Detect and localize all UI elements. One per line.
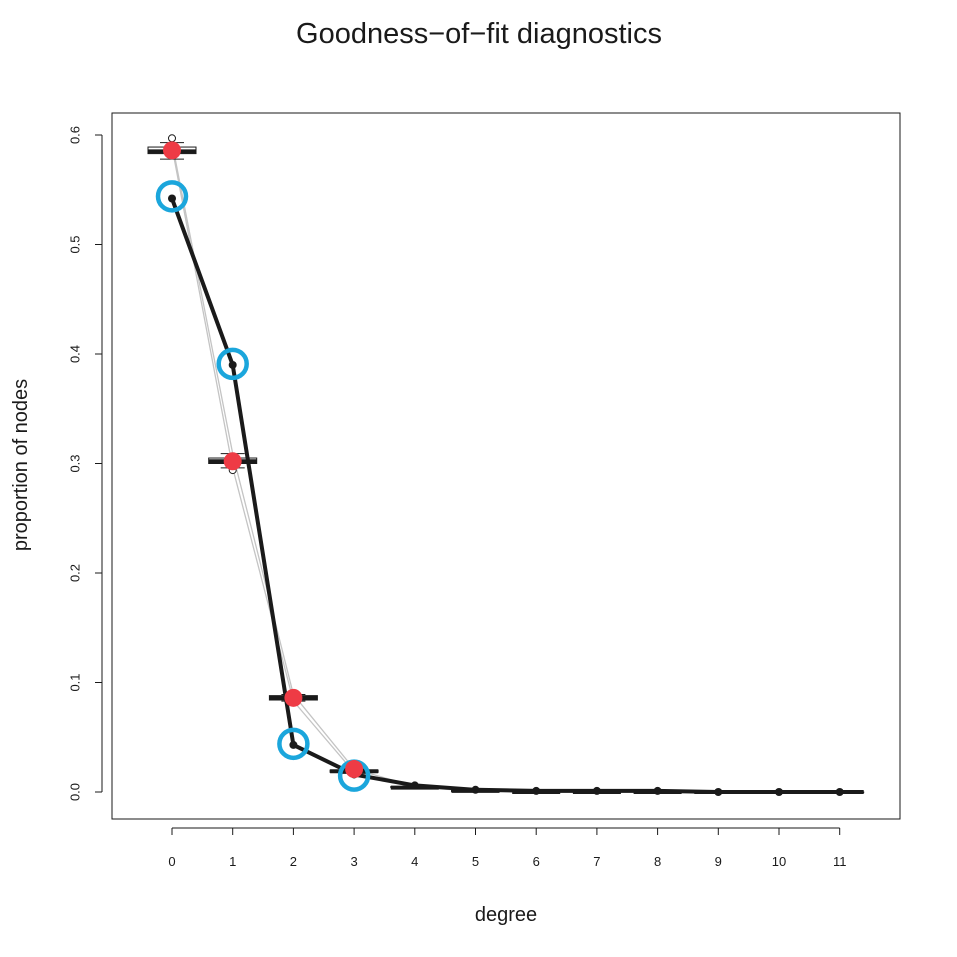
red-point bbox=[223, 452, 242, 471]
x-tick-label: 7 bbox=[593, 854, 600, 869]
x-tick-label: 9 bbox=[715, 854, 722, 869]
y-tick-label: 0.6 bbox=[67, 126, 82, 144]
box-outlier bbox=[168, 134, 176, 143]
observed-point bbox=[835, 788, 844, 796]
y-tick-label: 0.5 bbox=[67, 235, 82, 253]
plot-frame bbox=[111, 112, 901, 820]
x-tick-label: 10 bbox=[772, 854, 786, 869]
observed-point bbox=[410, 781, 419, 790]
observed-point bbox=[532, 786, 541, 795]
observed-line bbox=[170, 197, 840, 794]
x-tick-label: 1 bbox=[229, 854, 236, 869]
simulated-line bbox=[171, 142, 840, 793]
axes: 0 1 2 3 4 5 6 7 8 9 10 11 0.0 0.1 0.2 0.3 0.4 0.5 0.6 bbox=[67, 126, 846, 869]
observed-series bbox=[168, 194, 844, 796]
observed-point bbox=[592, 786, 601, 795]
highlight-circles bbox=[155, 180, 371, 792]
y-tick-label: 0.1 bbox=[67, 673, 82, 691]
x-tick-label: 2 bbox=[290, 854, 297, 869]
observed-point bbox=[168, 194, 176, 203]
x-tick-label: 8 bbox=[654, 854, 661, 869]
x-tick-label: 11 bbox=[833, 854, 847, 869]
chart-title: Goodness−of−fit diagnostics bbox=[296, 18, 662, 50]
y-tick-label: 0.3 bbox=[67, 454, 82, 472]
observed-point bbox=[775, 788, 783, 796]
observed-point bbox=[653, 786, 662, 795]
highlight-circle bbox=[277, 727, 310, 761]
simulated-lines bbox=[171, 142, 840, 793]
observed-point bbox=[471, 785, 480, 794]
x-tick-label: 0 bbox=[168, 854, 175, 869]
observed-point bbox=[289, 740, 298, 749]
red-point bbox=[345, 760, 364, 779]
x-tick-label: 4 bbox=[411, 854, 418, 869]
highlight-circle bbox=[155, 180, 189, 213]
y-axis-label: proportion of nodes bbox=[10, 379, 32, 551]
highlight-circle bbox=[216, 347, 249, 381]
observed-point bbox=[228, 360, 237, 369]
observed-point bbox=[714, 788, 723, 796]
boxplots bbox=[147, 134, 865, 794]
x-tick-label: 5 bbox=[472, 854, 479, 869]
red-point bbox=[284, 688, 303, 707]
y-tick-label: 0.4 bbox=[67, 345, 82, 363]
red-points bbox=[163, 141, 364, 779]
y-tick-label: 0.0 bbox=[67, 783, 82, 801]
y-tick-label: 0.2 bbox=[67, 564, 82, 582]
x-axis-label: degree bbox=[475, 904, 537, 926]
x-tick-label: 6 bbox=[533, 854, 540, 869]
x-tick-label: 3 bbox=[350, 854, 357, 869]
red-point bbox=[163, 141, 181, 160]
